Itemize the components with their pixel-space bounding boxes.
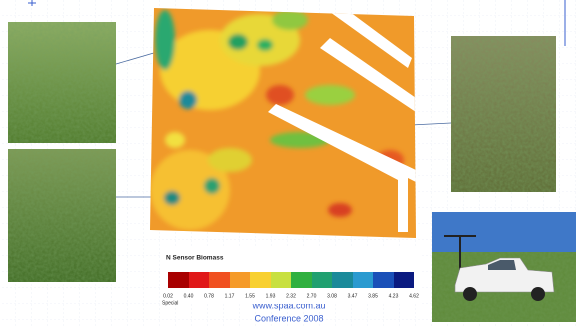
legend-colorbar xyxy=(168,272,414,288)
legend-tick-label: 4.23 xyxy=(389,293,399,299)
legend-tick-label: 1.55 xyxy=(245,293,255,299)
photo-truck xyxy=(432,212,576,322)
legend-note: Special xyxy=(162,300,178,306)
photo-crop-1 xyxy=(8,22,116,143)
legend-tick-label: 0.02 xyxy=(163,293,173,299)
legend-tick-label: 3.85 xyxy=(368,293,378,299)
legend-tick-label: 0.78 xyxy=(204,293,214,299)
legend-tick-label: 0.40 xyxy=(184,293,194,299)
legend: N Sensor Biomass Special 0.02 0.40 0.78 1.1… xyxy=(160,246,422,306)
biomass-map xyxy=(140,0,430,245)
photo-crop-2 xyxy=(8,149,116,282)
legend-tick-label: 1.17 xyxy=(225,293,235,299)
legend-title: N Sensor Biomass xyxy=(166,255,224,262)
legend-tick-label: 3.47 xyxy=(348,293,358,299)
footer-conference: Conference 2008 xyxy=(254,313,323,323)
legend-tick-label: 2.32 xyxy=(286,293,296,299)
legend-tick-label: 2.70 xyxy=(307,293,317,299)
legend-tick-label: 4.62 xyxy=(409,293,419,299)
photo-crop-3 xyxy=(451,36,556,192)
legend-tick-label: 1.93 xyxy=(266,293,276,299)
slide: www.spaa.com.au Conference 2008 N Sensor… xyxy=(0,0,576,326)
legend-tick-label: 3.08 xyxy=(327,293,337,299)
